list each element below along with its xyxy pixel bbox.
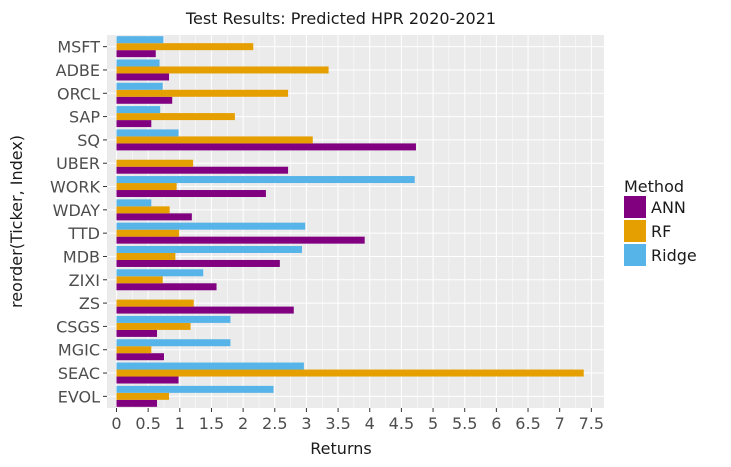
bar-rf-mgic xyxy=(116,346,152,354)
y-tick-label: ZS xyxy=(79,294,100,313)
x-tick-label: 6 xyxy=(491,414,501,433)
bar-ann-orcl xyxy=(116,96,173,104)
y-axis: MSFT ADBE ORCL SAP SQ UBER WORK WDAY TTD MDB ZIXI Z… xyxy=(50,38,107,406)
bar-ridge-sq xyxy=(116,129,179,137)
grid-lines xyxy=(107,35,604,408)
bar-ridge-seac xyxy=(116,362,304,370)
bar-ridge-zixi xyxy=(116,269,204,277)
y-tick-label: ZIXI xyxy=(69,271,100,290)
bar-ann-zs xyxy=(116,306,294,314)
y-tick-label: ORCL xyxy=(57,84,100,103)
bar-ridge-mgic xyxy=(116,339,231,347)
bar-rf-zixi xyxy=(116,276,163,284)
bar-ann-mgic xyxy=(116,353,164,361)
bar-ann-adbe xyxy=(116,73,170,81)
bars xyxy=(116,36,584,407)
bar-rf-evol xyxy=(116,392,170,400)
bar-ann-msft xyxy=(116,50,156,58)
legend-key-ann xyxy=(624,196,646,218)
bar-rf-sap xyxy=(116,113,235,121)
bar-rf-sq xyxy=(116,136,313,144)
bar-ann-seac xyxy=(116,376,179,384)
bar-ann-zixi xyxy=(116,283,217,291)
bar-rf-ttd xyxy=(116,229,180,237)
bar-rf-msft xyxy=(116,43,254,51)
y-tick-label: TTD xyxy=(67,224,100,243)
bar-ann-work xyxy=(116,190,266,198)
bar-ridge-adbe xyxy=(116,59,160,67)
bar-ridge-evol xyxy=(116,385,274,393)
legend-key-ridge xyxy=(624,244,646,266)
y-tick-label: WORK xyxy=(50,178,101,197)
x-tick-label: 2.5 xyxy=(262,414,287,433)
bar-rf-orcl xyxy=(116,89,289,97)
bar-rf-csgs xyxy=(116,322,191,330)
y-tick-label: CSGS xyxy=(56,317,100,336)
x-tick-label: 7 xyxy=(555,414,565,433)
x-tick-label: 0.5 xyxy=(135,414,160,433)
x-tick-label: 6.5 xyxy=(515,414,540,433)
bar-rf-seac xyxy=(116,369,584,377)
x-axis: 0 0.5 1 1.5 2 2.5 3 3.5 4 4.5 5 5.5 6 6.5 7 7.5 xyxy=(111,408,604,433)
x-tick-label: 0 xyxy=(111,414,121,433)
chart-title: Test Results: Predicted HPR 2020-2021 xyxy=(185,9,496,28)
x-tick-label: 3.5 xyxy=(325,414,350,433)
bar-ann-wday xyxy=(116,213,192,221)
bar-ann-sq xyxy=(116,143,416,151)
bar-ridge-wday xyxy=(116,199,152,207)
legend: Method ANN RF Ridge xyxy=(624,177,697,266)
y-tick-label: MGIC xyxy=(58,341,100,360)
legend-key-rf xyxy=(624,220,646,242)
x-tick-label: 1.5 xyxy=(199,414,224,433)
y-tick-label: ADBE xyxy=(56,61,100,80)
x-tick-label: 5.5 xyxy=(452,414,477,433)
bar-ridge-mdb xyxy=(116,245,303,253)
y-tick-label: UBER xyxy=(56,154,100,173)
y-tick-label: SAP xyxy=(69,108,100,127)
x-tick-label: 7.5 xyxy=(579,414,604,433)
x-tick-label: 1 xyxy=(175,414,185,433)
y-tick-label: MDB xyxy=(63,247,100,266)
x-tick-label: 4.5 xyxy=(389,414,414,433)
bar-ridge-work xyxy=(116,176,415,184)
x-tick-label: 2 xyxy=(238,414,248,433)
y-tick-label: EVOL xyxy=(58,387,100,406)
x-axis-title: Returns xyxy=(310,439,371,458)
bar-rf-work xyxy=(116,183,177,191)
legend-title: Method xyxy=(624,177,684,196)
legend-label-ann: ANN xyxy=(651,198,686,217)
y-axis-title: reorder(Ticker, Index) xyxy=(7,135,26,308)
bar-ann-ttd xyxy=(116,236,365,244)
y-tick-label: SEAC xyxy=(58,364,100,383)
bar-rf-uber xyxy=(116,159,194,167)
bar-rf-zs xyxy=(116,299,194,307)
x-tick-label: 4 xyxy=(365,414,375,433)
legend-label-ridge: Ridge xyxy=(651,246,697,265)
bar-ann-sap xyxy=(116,120,152,128)
bar-ann-uber xyxy=(116,166,289,174)
bar-rf-mdb xyxy=(116,252,176,260)
bar-ridge-sap xyxy=(116,106,161,114)
bar-ann-csgs xyxy=(116,329,158,337)
bar-ridge-csgs xyxy=(116,315,231,323)
y-tick-label: WDAY xyxy=(53,201,101,220)
bar-ann-mdb xyxy=(116,259,280,267)
legend-label-rf: RF xyxy=(651,222,671,241)
y-tick-label: MSFT xyxy=(57,38,100,57)
x-tick-label: 5 xyxy=(428,414,438,433)
bar-rf-adbe xyxy=(116,66,329,74)
y-tick-label: SQ xyxy=(77,131,100,150)
bar-ridge-msft xyxy=(116,36,164,44)
bar-ridge-orcl xyxy=(116,82,163,90)
bar-ridge-ttd xyxy=(116,222,306,230)
x-tick-label: 3 xyxy=(301,414,311,433)
bar-ann-evol xyxy=(116,399,158,407)
bar-rf-wday xyxy=(116,206,170,214)
